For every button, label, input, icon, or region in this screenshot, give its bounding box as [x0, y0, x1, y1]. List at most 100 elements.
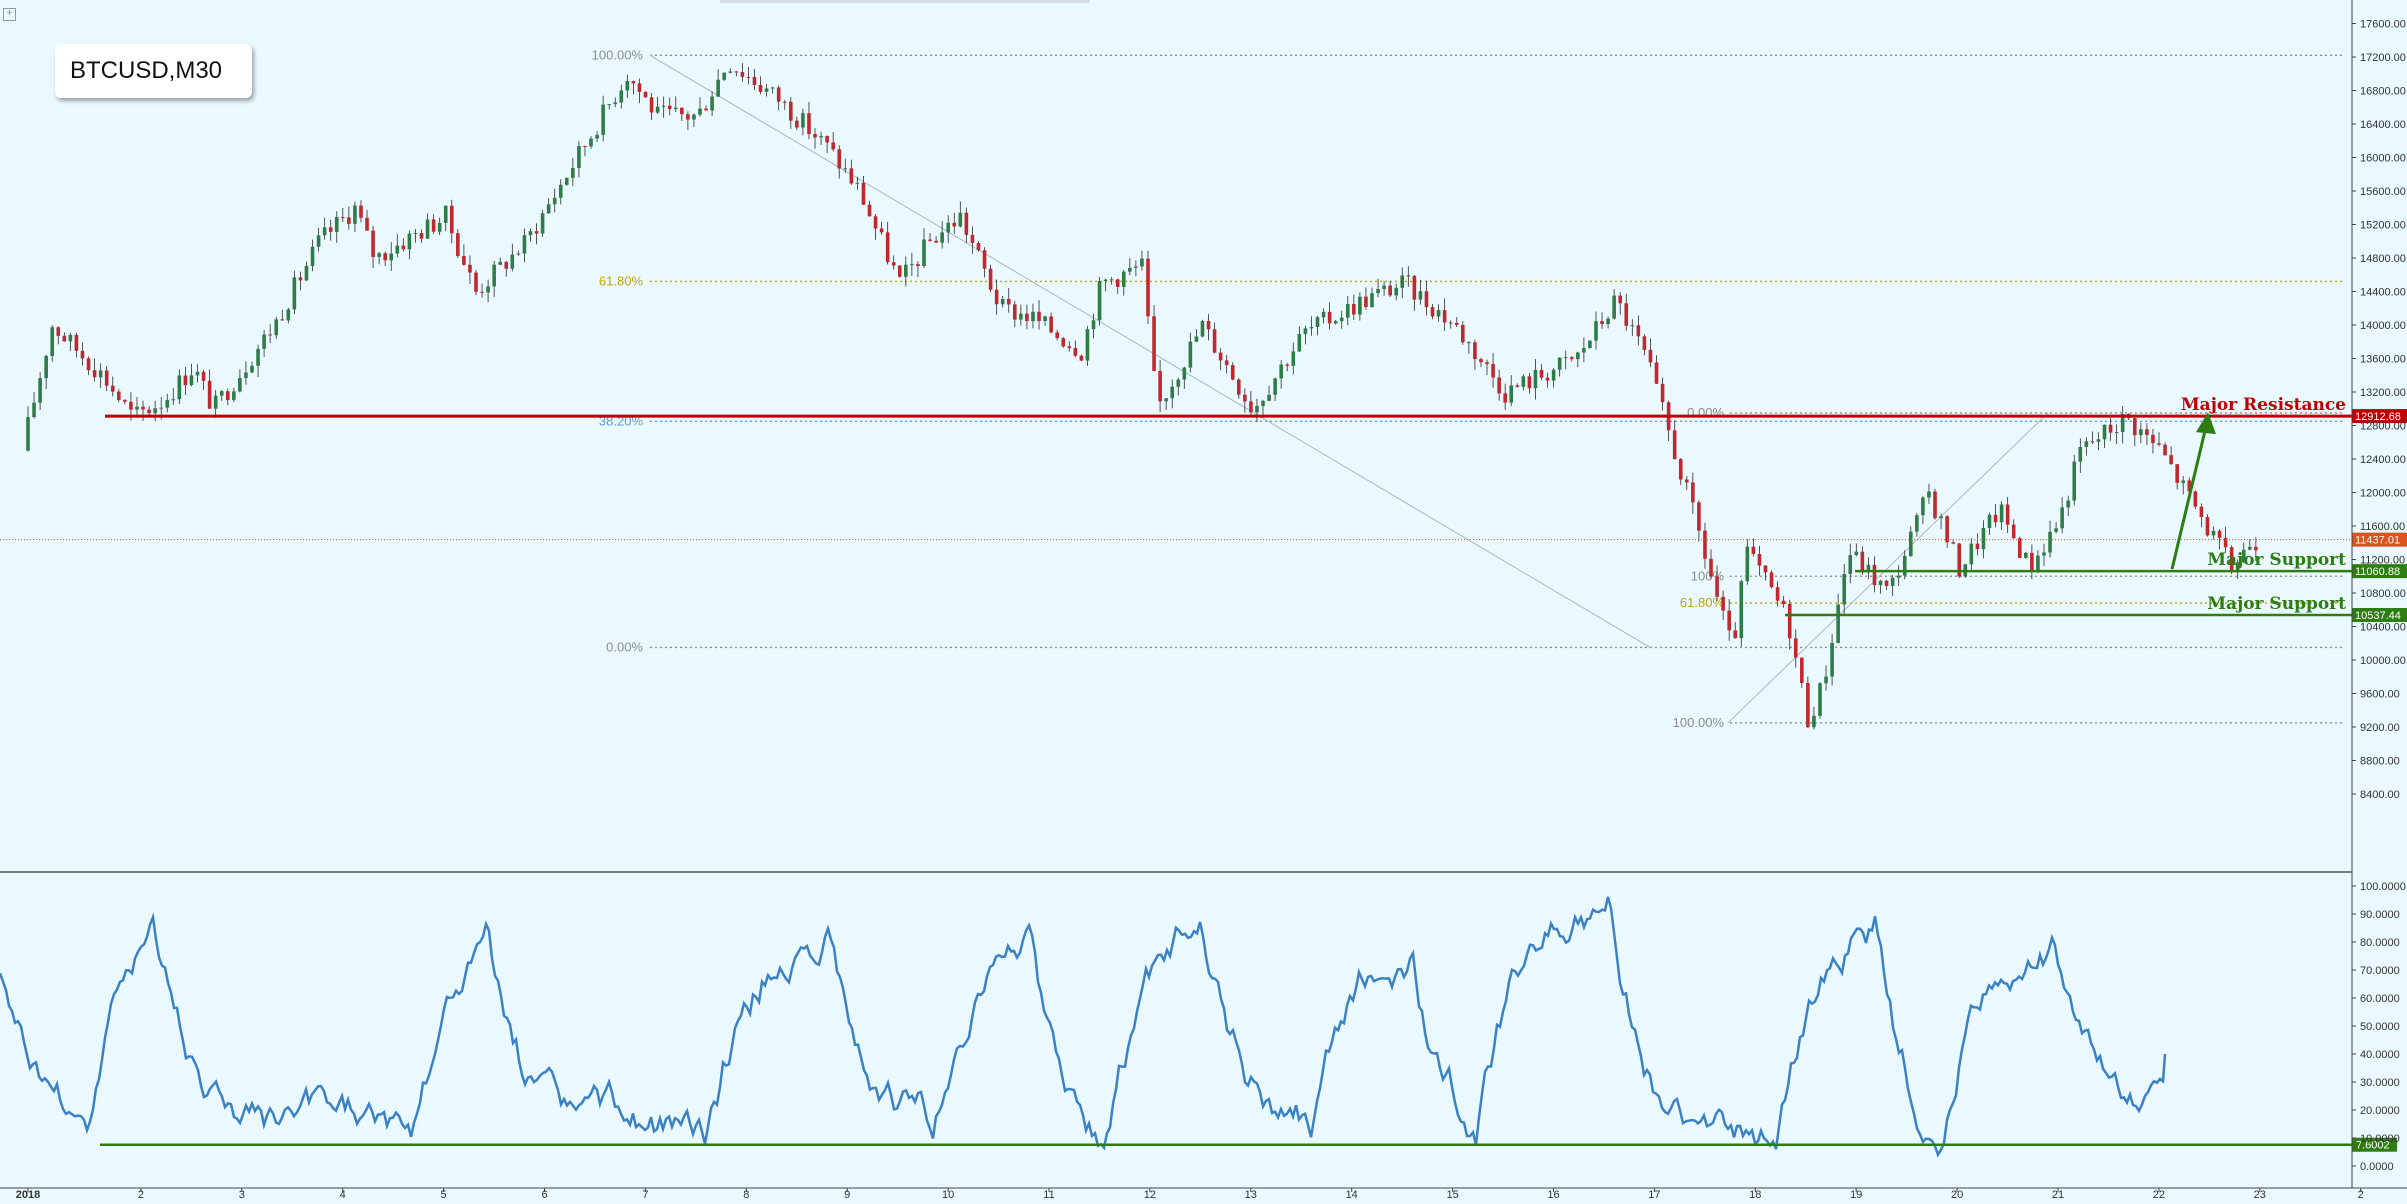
- candle-body: [843, 168, 848, 170]
- candle-body: [595, 134, 599, 139]
- candle-body: [1999, 504, 2004, 523]
- price-tick-label: 8400.00: [2360, 789, 2400, 801]
- candle-body: [565, 177, 569, 185]
- candle-body: [1388, 285, 1392, 296]
- candle-body: [825, 135, 829, 143]
- candle-body: [304, 265, 309, 281]
- candle-body: [1672, 430, 1677, 460]
- candle-body: [649, 97, 654, 113]
- date-tick-label: 14: [1346, 1189, 1358, 1201]
- oscillator-panel: 7.6002: [0, 896, 2397, 1158]
- candle-body: [1267, 394, 1271, 401]
- candle-body: [2011, 524, 2016, 539]
- candle-body: [1285, 364, 1290, 366]
- candle-body: [758, 84, 763, 92]
- candle-body: [104, 370, 109, 386]
- candle-body: [1448, 322, 1453, 324]
- fib-right-label: 100%: [1691, 568, 1725, 583]
- candle-body: [1624, 303, 1629, 326]
- candle-body: [637, 83, 642, 92]
- candle-body: [110, 385, 115, 392]
- candle-body: [722, 72, 727, 80]
- candle-body: [292, 277, 297, 310]
- candle-body: [1642, 336, 1647, 350]
- candle-body: [1230, 365, 1235, 380]
- candle-body: [32, 402, 36, 418]
- candle-body: [2108, 424, 2113, 433]
- candle-body: [1091, 320, 1096, 330]
- candle-body: [1594, 321, 1598, 341]
- candle-body: [1261, 400, 1265, 406]
- candle-body: [280, 319, 285, 321]
- date-tick-label: 2: [2358, 1189, 2364, 1201]
- candle-body: [2096, 439, 2101, 442]
- osc-tick-label: 40.0000: [2360, 1049, 2400, 1061]
- candle-body: [2084, 441, 2089, 447]
- candle-body: [1636, 325, 1641, 337]
- candle-body: [1842, 573, 1846, 605]
- candle-body: [486, 286, 490, 293]
- candle-body: [1872, 564, 1877, 586]
- level-tag: 10537.44: [2355, 610, 2401, 622]
- candle-body: [334, 217, 339, 232]
- candle-body: [262, 334, 266, 349]
- candle-body: [952, 222, 957, 227]
- candle-body: [1188, 341, 1193, 368]
- candle-body: [1479, 359, 1483, 363]
- date-tick-label: 21: [2052, 1189, 2064, 1201]
- candle-body: [1793, 638, 1798, 658]
- top-tab-indicator: [720, 0, 1090, 3]
- candle-body: [1158, 370, 1162, 402]
- candle-body: [74, 334, 79, 351]
- candle-body: [2066, 500, 2070, 508]
- date-tick-label: 7: [642, 1189, 648, 1201]
- date-tick-label: 8: [743, 1189, 749, 1201]
- candle-body: [1939, 516, 1943, 519]
- candle-body: [807, 113, 811, 135]
- candle-body: [480, 291, 484, 293]
- candle-body: [1454, 322, 1459, 325]
- candle-body: [522, 235, 527, 254]
- candle-body: [1933, 491, 1937, 519]
- date-tick-label: 6: [541, 1189, 547, 1201]
- candle-body: [698, 108, 702, 115]
- price-tick-label: 15200.00: [2360, 220, 2406, 232]
- candle-body: [2072, 461, 2077, 501]
- price-tick-label: 15600.00: [2360, 186, 2406, 198]
- candle-body: [1097, 281, 1102, 321]
- support-label: Major Support: [2207, 550, 2346, 570]
- candle-body: [1727, 610, 1731, 631]
- candle-body: [298, 277, 303, 281]
- candle-body: [982, 250, 987, 269]
- candle-body: [1806, 683, 1810, 728]
- fib-left-label: 100.00%: [592, 47, 644, 62]
- candle-body: [716, 79, 720, 97]
- candle-body: [1000, 298, 1005, 305]
- candle-body: [2132, 418, 2137, 436]
- candle-body: [1146, 258, 1150, 317]
- candle-body: [268, 334, 272, 336]
- candle-body: [1684, 479, 1689, 483]
- osc-tick-label: 70.0000: [2360, 965, 2400, 977]
- candle-body: [1751, 546, 1756, 554]
- candle-body: [1212, 329, 1217, 353]
- candle-body: [795, 120, 799, 128]
- candle-body: [123, 399, 127, 402]
- price-tick-label: 8800.00: [2360, 756, 2400, 768]
- candle-body: [1303, 328, 1308, 335]
- candle-body: [976, 243, 981, 251]
- candle-body: [2102, 424, 2107, 440]
- candle-body: [1430, 307, 1435, 317]
- date-tick-label: 16: [1547, 1189, 1559, 1201]
- candle-body: [2205, 517, 2210, 536]
- price-tick-label: 9600.00: [2360, 689, 2400, 701]
- candle-body: [1600, 321, 1604, 325]
- candle-body: [861, 182, 866, 205]
- candle-body: [1006, 298, 1011, 305]
- candle-body: [419, 233, 424, 239]
- candle-body: [2235, 562, 2240, 572]
- expand-icon[interactable]: +: [3, 8, 16, 21]
- candle-body: [776, 87, 781, 102]
- candle-body: [153, 408, 157, 414]
- candle-body: [2036, 555, 2040, 573]
